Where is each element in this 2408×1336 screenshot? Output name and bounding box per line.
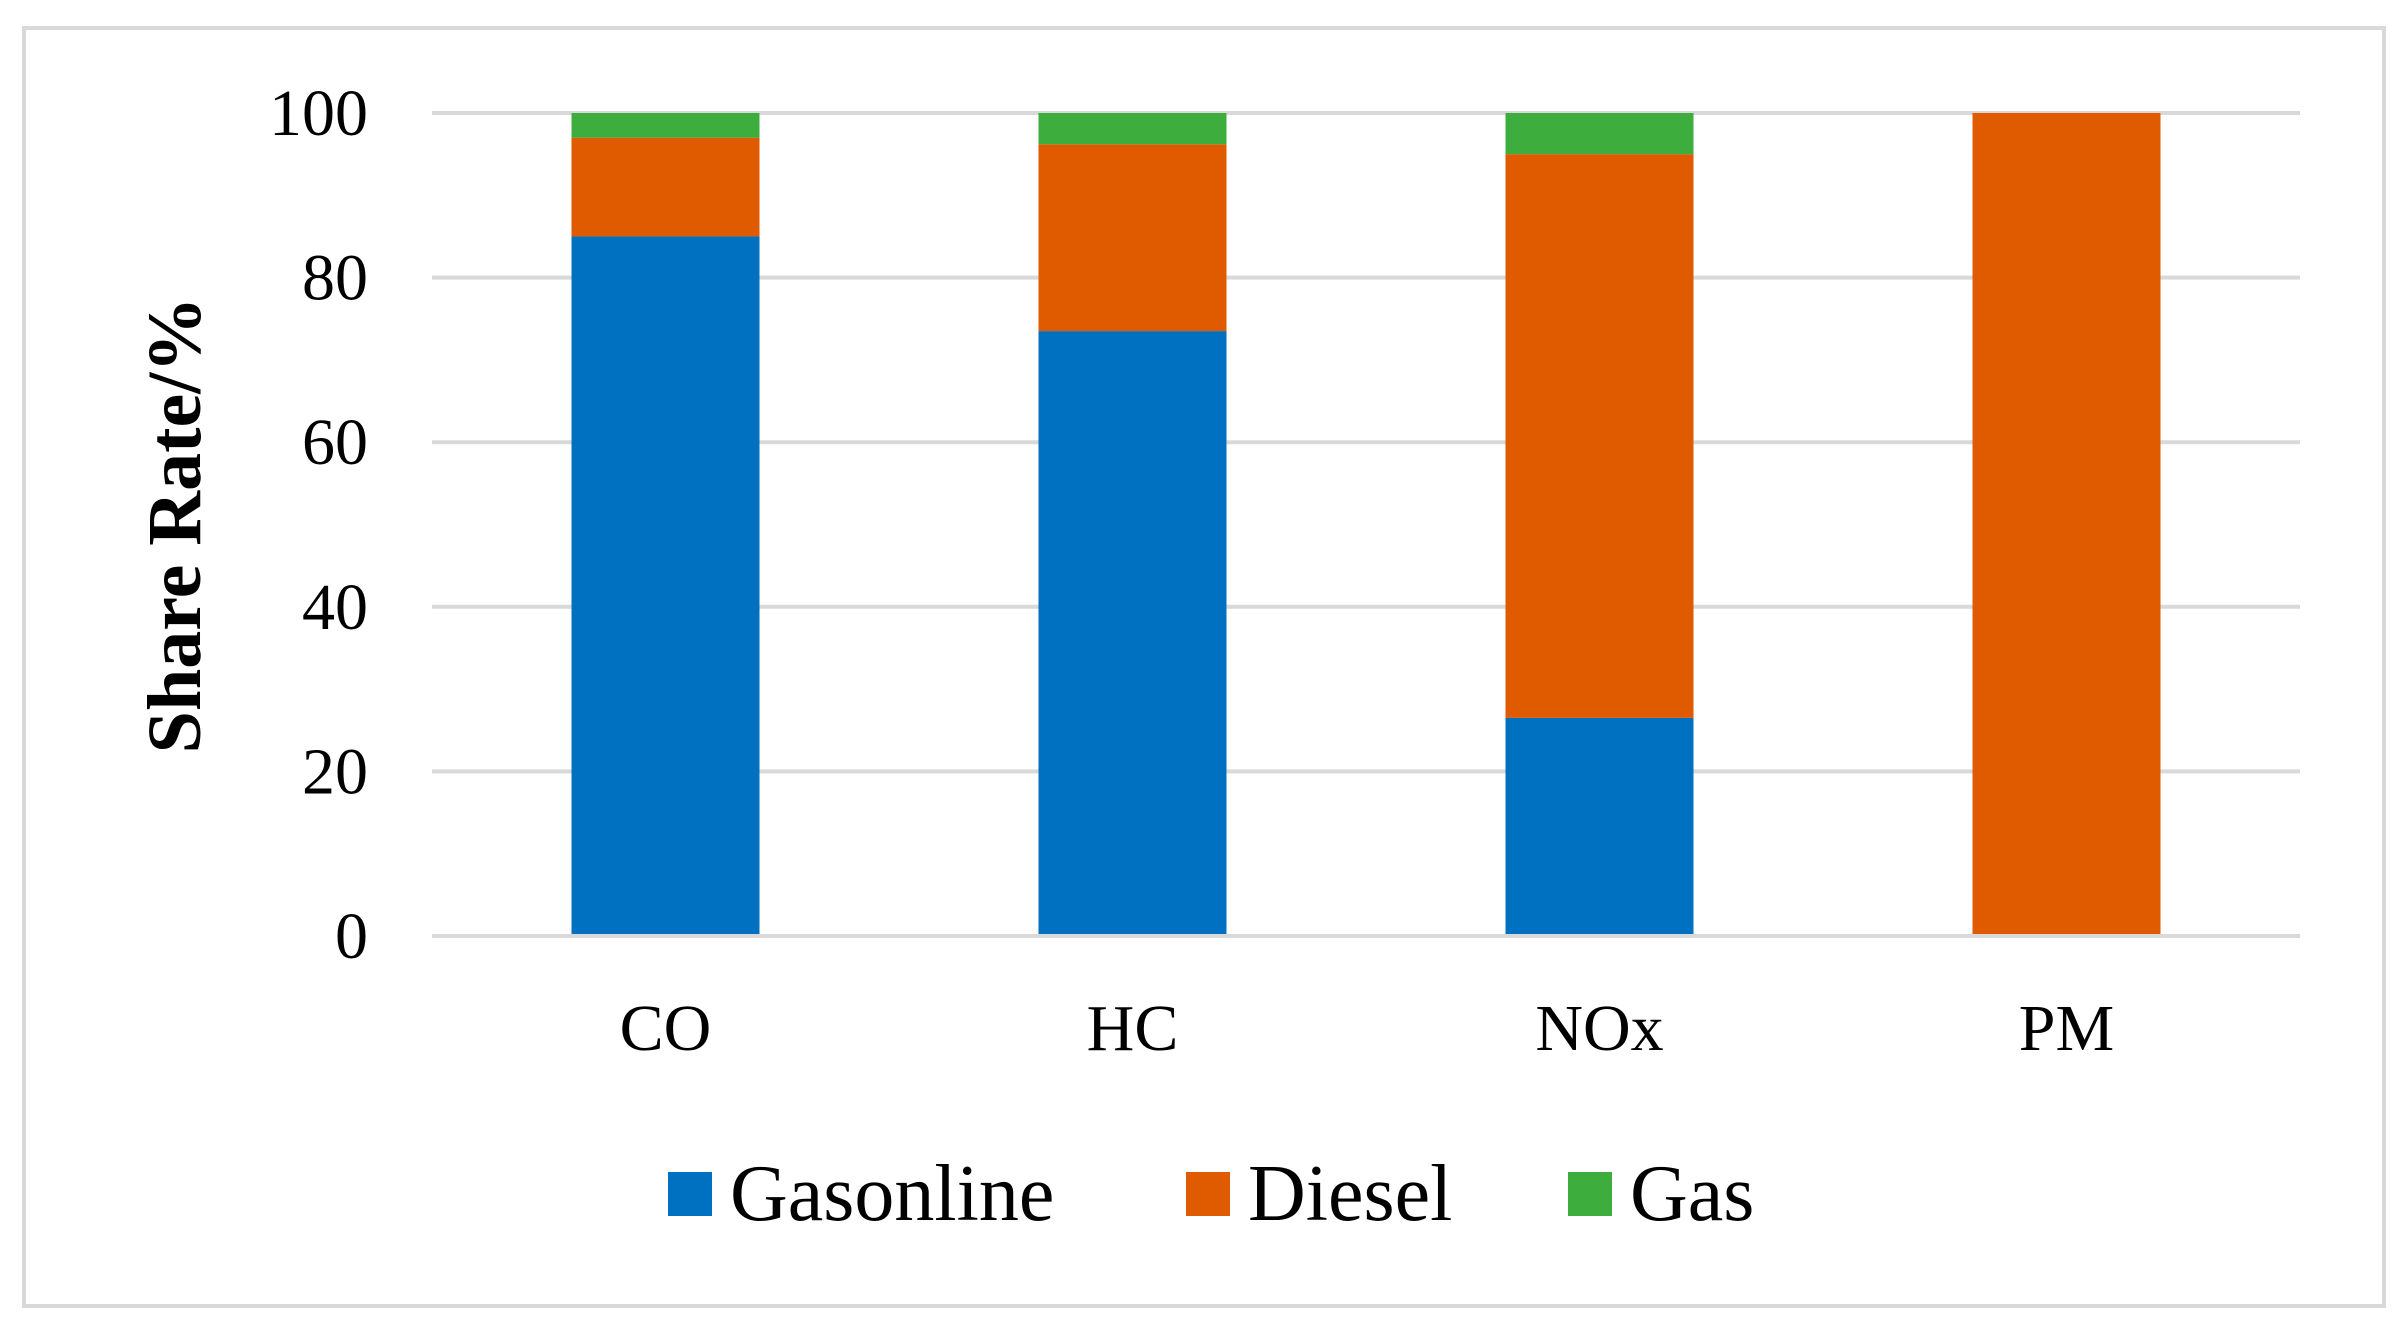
bar-gasonline-co — [571, 236, 760, 936]
bar-diesel-nox — [1505, 154, 1694, 718]
legend-swatch-gas — [1568, 1172, 1612, 1216]
x-tick-label: HC — [1087, 992, 1179, 1065]
x-tick-label: PM — [2019, 992, 2114, 1065]
y-tick-label: 60 — [302, 406, 368, 479]
y-tick-labels: 0 20 40 60 80 100 — [269, 77, 368, 973]
y-tick-label: 40 — [302, 571, 368, 644]
legend-swatch-gasonline — [668, 1172, 712, 1216]
bar-gas-nox — [1505, 113, 1694, 155]
y-axis-title: Share Rate/% — [133, 297, 217, 754]
y-tick-label: 80 — [302, 242, 368, 315]
bar-gasonline-hc — [1038, 331, 1227, 937]
bar-diesel-pm — [1972, 113, 2161, 936]
x-tick-label: CO — [620, 992, 712, 1065]
y-tick-label: 0 — [335, 900, 368, 973]
legend-label-gas: Gas — [1630, 1150, 1754, 1238]
y-tick-label: 100 — [269, 77, 368, 150]
legend-swatch-diesel — [1186, 1172, 1230, 1216]
x-tick-label: NOx — [1535, 992, 1663, 1065]
legend-label-gasonline: Gasonline — [730, 1150, 1054, 1238]
y-tick-label: 20 — [302, 735, 368, 808]
bar-gasonline-nox — [1505, 717, 1694, 936]
legend-label-diesel: Diesel — [1248, 1150, 1452, 1238]
bar-diesel-co — [571, 137, 760, 237]
x-tick-labels: CO HC NOx PM — [620, 992, 2115, 1065]
bar-gas-co — [571, 113, 760, 138]
bar-gas-hc — [1038, 113, 1227, 145]
legend: Gasonline Diesel Gas — [668, 1150, 1754, 1238]
bars — [432, 113, 2300, 938]
bar-diesel-hc — [1038, 144, 1227, 332]
